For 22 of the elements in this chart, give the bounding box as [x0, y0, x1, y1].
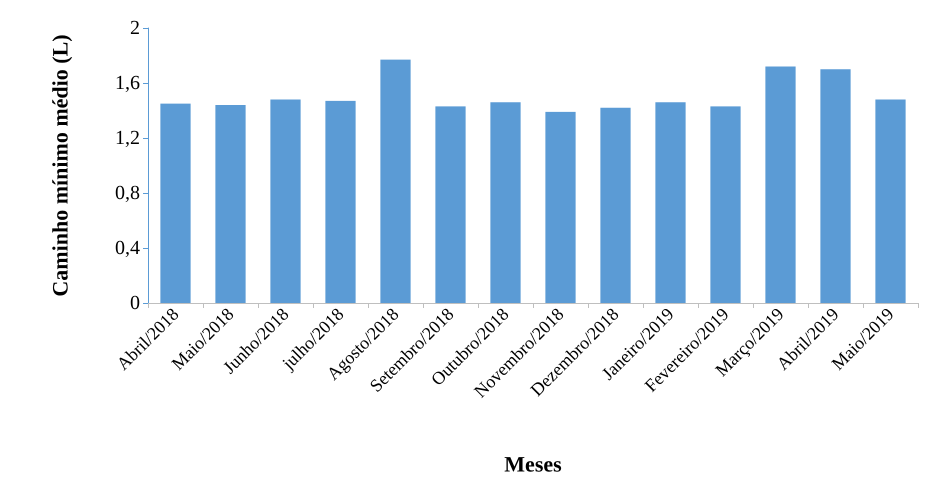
bar	[325, 100, 356, 303]
x-axis-title: Meses	[504, 452, 562, 476]
bar	[490, 102, 521, 303]
y-tick-label: 1,2	[115, 127, 140, 149]
y-tick-label: 0,8	[115, 182, 140, 204]
bar	[710, 106, 741, 303]
bar	[875, 100, 906, 303]
bar	[600, 108, 631, 303]
bar	[820, 69, 851, 303]
y-tick-label: 2	[130, 17, 140, 39]
bar	[765, 66, 796, 303]
y-tick-label: 0,4	[115, 237, 140, 259]
bar	[215, 105, 246, 303]
y-tick-label: 0	[130, 292, 140, 314]
bar	[380, 60, 411, 303]
bar	[545, 112, 576, 303]
bar	[435, 106, 466, 303]
y-tick-label: 1,6	[115, 72, 140, 94]
bar	[655, 102, 686, 303]
bar	[270, 100, 301, 303]
bar	[160, 104, 191, 303]
y-axis-title: Caminho mínimo médio (L)	[48, 34, 72, 297]
